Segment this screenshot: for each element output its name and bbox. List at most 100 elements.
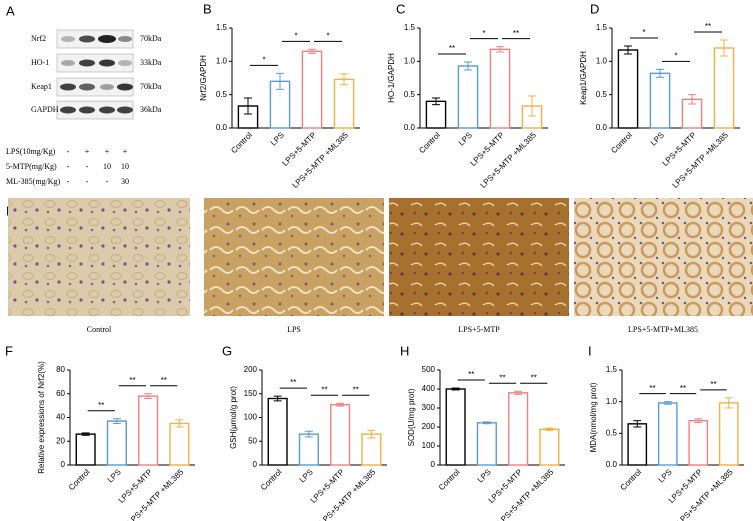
bar bbox=[627, 423, 648, 466]
significance-label: ** bbox=[129, 376, 135, 385]
error-bar bbox=[464, 61, 472, 71]
panel-label: B bbox=[203, 1, 212, 16]
error-bar bbox=[624, 45, 632, 55]
significance-label: ** bbox=[680, 384, 686, 393]
treatment-dose: 10 bbox=[103, 162, 111, 171]
bar bbox=[649, 72, 671, 129]
protein-label: Nrf2 bbox=[31, 34, 46, 43]
y-tick-label: 0.0 bbox=[216, 123, 228, 132]
x-tick-label: Control bbox=[437, 467, 462, 492]
significance-label: ** bbox=[321, 385, 327, 394]
error-bar bbox=[340, 73, 348, 86]
error-bar bbox=[482, 421, 491, 425]
chart: I MDA(nmol/mg prot) 0.0 0.5 1.0 1.5 Control LPS… bbox=[588, 343, 744, 521]
y-tick-label: 1.5 bbox=[404, 23, 416, 32]
y-tick-label: 0.0 bbox=[404, 123, 416, 132]
x-tick-label: Control bbox=[609, 130, 634, 155]
error-bar bbox=[451, 387, 460, 391]
error-bar bbox=[336, 402, 345, 407]
bar bbox=[688, 419, 709, 466]
significance-label: * bbox=[482, 29, 485, 38]
bar bbox=[718, 402, 739, 466]
treatment-dose: 10 bbox=[121, 162, 129, 171]
y-axis-label: HO-1/GAPDH bbox=[387, 53, 396, 103]
y-tick-label: 1.0 bbox=[404, 56, 416, 65]
image-caption: LPS+5-MTP+ML385 bbox=[628, 325, 698, 334]
protein-size: 36kDa bbox=[140, 105, 162, 114]
y-tick-label: 80 bbox=[56, 365, 65, 374]
bar bbox=[489, 48, 511, 129]
treatment-dose: - bbox=[67, 162, 70, 171]
image-caption: Control bbox=[87, 325, 112, 334]
y-tick-label: 40 bbox=[56, 413, 65, 422]
y-tick-label: 0.5 bbox=[404, 90, 416, 99]
bar bbox=[457, 65, 479, 129]
bar bbox=[713, 47, 735, 129]
significance-label: ** bbox=[513, 29, 519, 38]
y-tick-label: 1.5 bbox=[606, 365, 618, 374]
error-bar bbox=[633, 420, 642, 428]
y-tick-label: 60 bbox=[56, 389, 65, 398]
bar bbox=[361, 433, 382, 466]
bar bbox=[330, 403, 351, 466]
chart: G GSH(μmol/g prot) 0 50 100 150 200 Control LPSL… bbox=[222, 343, 387, 521]
significance-label: * bbox=[326, 31, 329, 40]
bar bbox=[508, 392, 529, 466]
error-bar bbox=[175, 419, 184, 428]
y-tick-label: 20 bbox=[56, 436, 65, 445]
y-tick-label: 0.5 bbox=[606, 428, 618, 437]
error-bar bbox=[276, 72, 284, 90]
y-tick-label: 100 bbox=[244, 413, 258, 422]
treatment-label: 5-MTP(mg/Kg) bbox=[6, 162, 57, 171]
treatment-dose: + bbox=[105, 147, 110, 156]
bar bbox=[169, 422, 190, 466]
error-bar bbox=[308, 48, 316, 54]
panel-label: C bbox=[396, 1, 405, 16]
significance-label: * bbox=[294, 31, 297, 40]
treatment-dose: - bbox=[86, 177, 89, 186]
error-bar bbox=[694, 418, 703, 424]
significance-label: ** bbox=[531, 373, 537, 382]
treatment-dose: - bbox=[67, 147, 70, 156]
protein-label: GAPDH bbox=[31, 105, 59, 114]
x-tick-label: LPS+5-MTP +ML385 bbox=[675, 467, 735, 521]
bar bbox=[476, 422, 497, 466]
error-bar bbox=[432, 97, 440, 106]
x-tick-label: LPS+5-MTP +ML385 bbox=[126, 467, 186, 521]
x-tick-label: LPS+5-MTP +ML385 bbox=[290, 130, 350, 190]
significance-label: ** bbox=[705, 22, 711, 31]
bar bbox=[617, 49, 639, 129]
panel-label: A bbox=[6, 3, 15, 18]
significance-label: ** bbox=[290, 378, 296, 387]
y-tick-label: 0.5 bbox=[596, 90, 608, 99]
error-bar bbox=[81, 432, 90, 436]
y-axis-label: GSH(μmol/g prot) bbox=[229, 386, 238, 449]
panel-label: F bbox=[5, 343, 13, 358]
significance-label: ** bbox=[98, 401, 104, 410]
panel-label: G bbox=[222, 343, 232, 358]
bar bbox=[138, 395, 159, 466]
y-axis-label: Relative expressions of Nrf2(%) bbox=[37, 361, 46, 474]
error-bar bbox=[528, 95, 536, 117]
significance-label: ** bbox=[499, 373, 505, 382]
treatment-dose: 30 bbox=[121, 177, 129, 186]
chart: D Keap1/GAPDH 0.0 0.5 1.0 1.5 Control LPSLPS+5-… bbox=[579, 1, 740, 190]
y-tick-label: 1.0 bbox=[606, 397, 618, 406]
treatment-dose: + bbox=[85, 147, 90, 156]
blot-strips bbox=[56, 29, 134, 120]
treatment-dose: - bbox=[86, 162, 89, 171]
y-axis-label: Keap1/GAPDH bbox=[579, 51, 588, 105]
significance-label: ** bbox=[649, 384, 655, 393]
y-tick-label: 400 bbox=[422, 384, 436, 393]
panel-label: H bbox=[400, 343, 409, 358]
error-bar bbox=[496, 46, 504, 53]
error-bar bbox=[720, 39, 728, 57]
protein-size: 70kDa bbox=[140, 82, 162, 91]
bar bbox=[301, 50, 323, 129]
significance-label: * bbox=[674, 51, 677, 60]
y-tick-label: 1.0 bbox=[596, 56, 608, 65]
x-tick-label: LPS bbox=[457, 131, 474, 148]
y-tick-label: 1.0 bbox=[216, 56, 228, 65]
protein-label: HO-1 bbox=[31, 58, 49, 67]
